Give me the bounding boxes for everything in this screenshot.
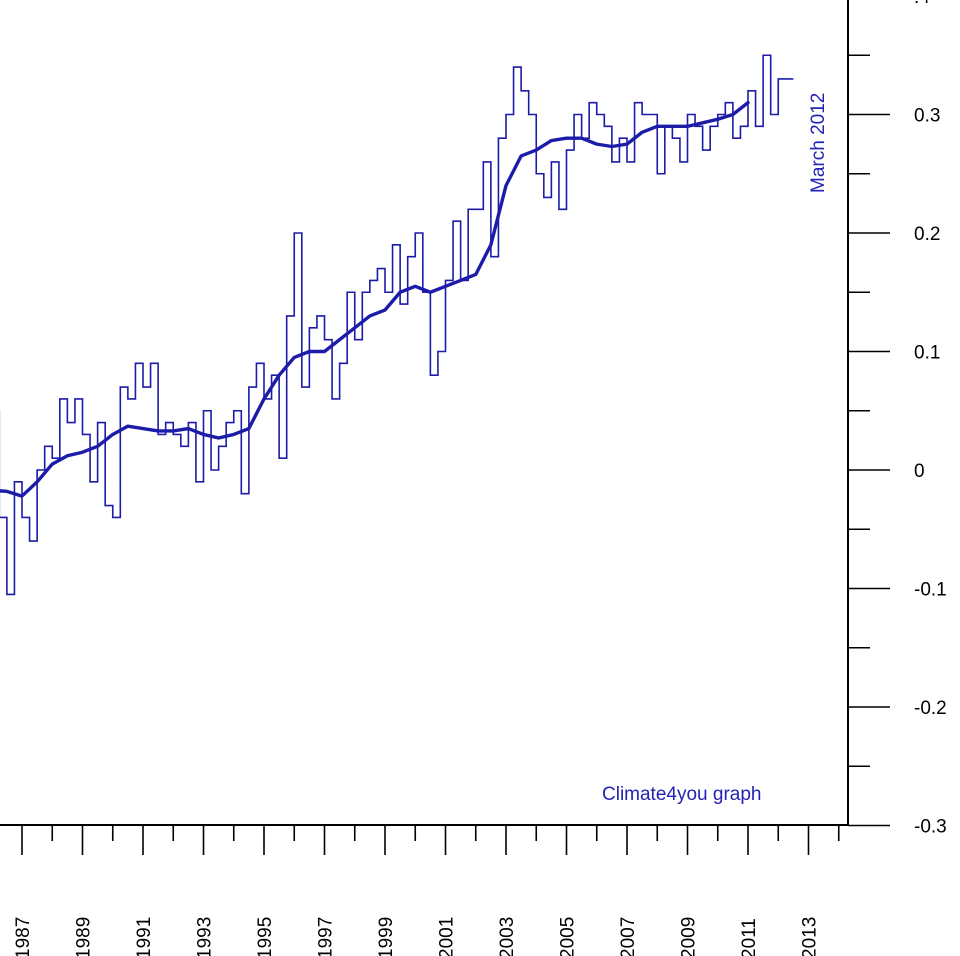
x-axis: 1987 1989 1991 1993 1995 1997 1999 2001 2003 2005… bbox=[0, 824, 848, 956]
latest-date-label: March 2012 bbox=[808, 93, 829, 193]
x-tick-label: 2005 bbox=[558, 917, 579, 956]
running-mean-line bbox=[0, 100, 750, 498]
x-tick-label: 2007 bbox=[618, 917, 639, 956]
x-tick-label: 1995 bbox=[255, 917, 276, 956]
x-tick-label: 2009 bbox=[679, 917, 700, 956]
x-tick-label: 2003 bbox=[497, 917, 518, 956]
y-tick-label: -0.1 bbox=[914, 580, 947, 601]
y-tick-label: 0.3 bbox=[914, 106, 940, 127]
y-tick-label: -0.3 bbox=[914, 817, 947, 838]
monthly-anomaly-step-line bbox=[0, 54, 794, 596]
x-tick-label: 2001 bbox=[437, 917, 458, 956]
y-tick-label: 0.2 bbox=[914, 224, 940, 245]
y-tick-label: 0 bbox=[914, 461, 925, 482]
credit-label: Climate4you graph bbox=[602, 784, 761, 805]
y-tick-label: -0.2 bbox=[914, 698, 947, 719]
x-tick-label: 1999 bbox=[376, 917, 397, 956]
x-tick-label: 1989 bbox=[74, 917, 95, 956]
y-tick-label: 0.1 bbox=[914, 343, 940, 364]
x-tick-label: 1987 bbox=[13, 917, 34, 956]
y-axis: -0.3 -0.2 -0.1 0 0.1 0.2 0.3 .4 bbox=[847, 0, 947, 838]
y-tick-label: .4 bbox=[914, 0, 930, 8]
x-tick-label: 1997 bbox=[316, 917, 337, 956]
x-tick-label: 2013 bbox=[800, 917, 821, 956]
x-tick-label: 2011 bbox=[739, 918, 760, 956]
series-layer bbox=[0, 54, 794, 596]
x-tick-label: 1993 bbox=[195, 917, 216, 956]
x-tick-label: 1991 bbox=[134, 917, 155, 956]
